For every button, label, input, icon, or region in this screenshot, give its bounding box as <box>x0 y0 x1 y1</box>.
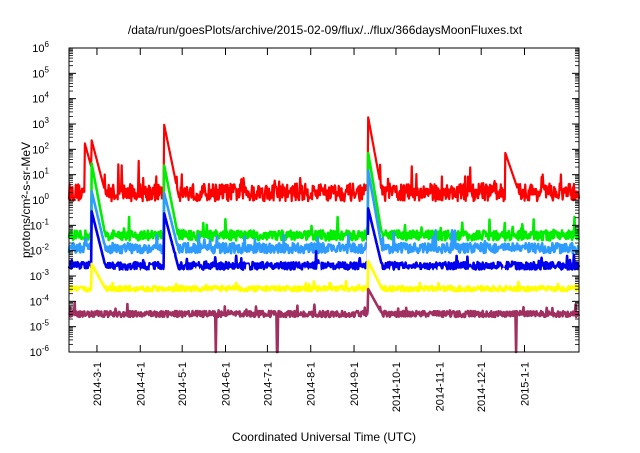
y-axis-title: protons/cm²-s-sr-MeV <box>19 142 33 258</box>
y-tick-label: 10-1 <box>30 217 50 232</box>
y-tick-exp: 1 <box>45 167 50 176</box>
x-tick-label: 2014-5-1 <box>177 362 189 406</box>
y-tick-base: 10 <box>32 195 44 207</box>
y-tick-base: 10 <box>32 144 44 156</box>
y-tick-exp: -2 <box>42 243 50 252</box>
y-tick-label: 106 <box>32 40 49 55</box>
y-tick-label: 100 <box>32 192 49 207</box>
x-tick-label: 2014-10-1 <box>391 362 403 412</box>
y-tick-base: 10 <box>30 347 42 359</box>
y-tick-label: 10-2 <box>30 243 50 258</box>
y-tick-exp: 0 <box>45 192 50 201</box>
y-tick-base: 10 <box>32 170 44 182</box>
y-tick-base: 10 <box>32 43 44 55</box>
y-tick-base: 10 <box>30 322 42 334</box>
data-layer <box>67 116 581 354</box>
y-tick-label: 10-5 <box>30 319 50 334</box>
series-line-0 <box>67 116 581 203</box>
y-tick-exp: 2 <box>45 141 50 150</box>
series-line-6 <box>68 287 581 354</box>
y-tick-base: 10 <box>30 271 42 283</box>
x-tick-label: 2014-6-1 <box>220 362 232 406</box>
series-line-4 <box>68 234 581 278</box>
y-tick-exp: -1 <box>42 217 50 226</box>
series-line-2 <box>67 169 580 255</box>
y-tick-exp: -5 <box>42 319 50 328</box>
series-line-5 <box>68 259 581 293</box>
x-axis: 2014-3-1 2014-4-1 2014-5-1 2014-6-1 2014-7-1… <box>92 48 532 412</box>
y-tick-base: 10 <box>30 296 42 308</box>
x-tick-label: 2014-9-1 <box>349 362 361 406</box>
x-tick-label: 2014-12-1 <box>476 362 488 412</box>
y-tick-label: 105 <box>32 65 49 80</box>
y-tick-label: 10-4 <box>30 293 50 308</box>
x-tick-label: 2015-1-1 <box>520 362 532 406</box>
y-tick-exp: 5 <box>45 65 50 74</box>
y-tick-base: 10 <box>32 68 44 80</box>
y-tick-exp: 3 <box>45 116 50 125</box>
x-axis-title: Coordinated Universal Time (UTC) <box>232 430 416 444</box>
y-axis: 10-610-510-410-310-210-11001011021031041… <box>30 40 579 359</box>
x-tick-label: 2014-3-1 <box>92 362 104 406</box>
y-tick-exp: -3 <box>42 268 50 277</box>
y-tick-label: 103 <box>32 116 49 131</box>
y-tick-label: 10-3 <box>30 268 50 283</box>
y-tick-base: 10 <box>32 94 44 106</box>
y-tick-exp: -4 <box>42 293 50 302</box>
y-tick-label: 104 <box>32 91 49 106</box>
series-line-3 <box>67 207 581 271</box>
series-line-1 <box>67 151 581 242</box>
y-tick-label: 101 <box>32 167 49 182</box>
y-tick-exp: -6 <box>42 344 50 353</box>
x-tick-label: 2014-7-1 <box>262 362 274 406</box>
y-tick-label: 102 <box>32 141 49 156</box>
y-tick-exp: 4 <box>45 91 50 100</box>
chart-title: /data/run/goesPlots/archive/2015-02-09/f… <box>128 23 523 37</box>
y-tick-exp: 6 <box>45 40 50 49</box>
y-tick-base: 10 <box>30 246 42 258</box>
y-tick-base: 10 <box>30 220 42 232</box>
x-tick-label: 2014-4-1 <box>135 362 147 406</box>
y-tick-label: 10-6 <box>30 344 50 359</box>
x-tick-label: 2014-11-1 <box>434 362 446 411</box>
y-tick-base: 10 <box>32 119 44 131</box>
x-tick-label: 2014-8-1 <box>306 362 318 406</box>
